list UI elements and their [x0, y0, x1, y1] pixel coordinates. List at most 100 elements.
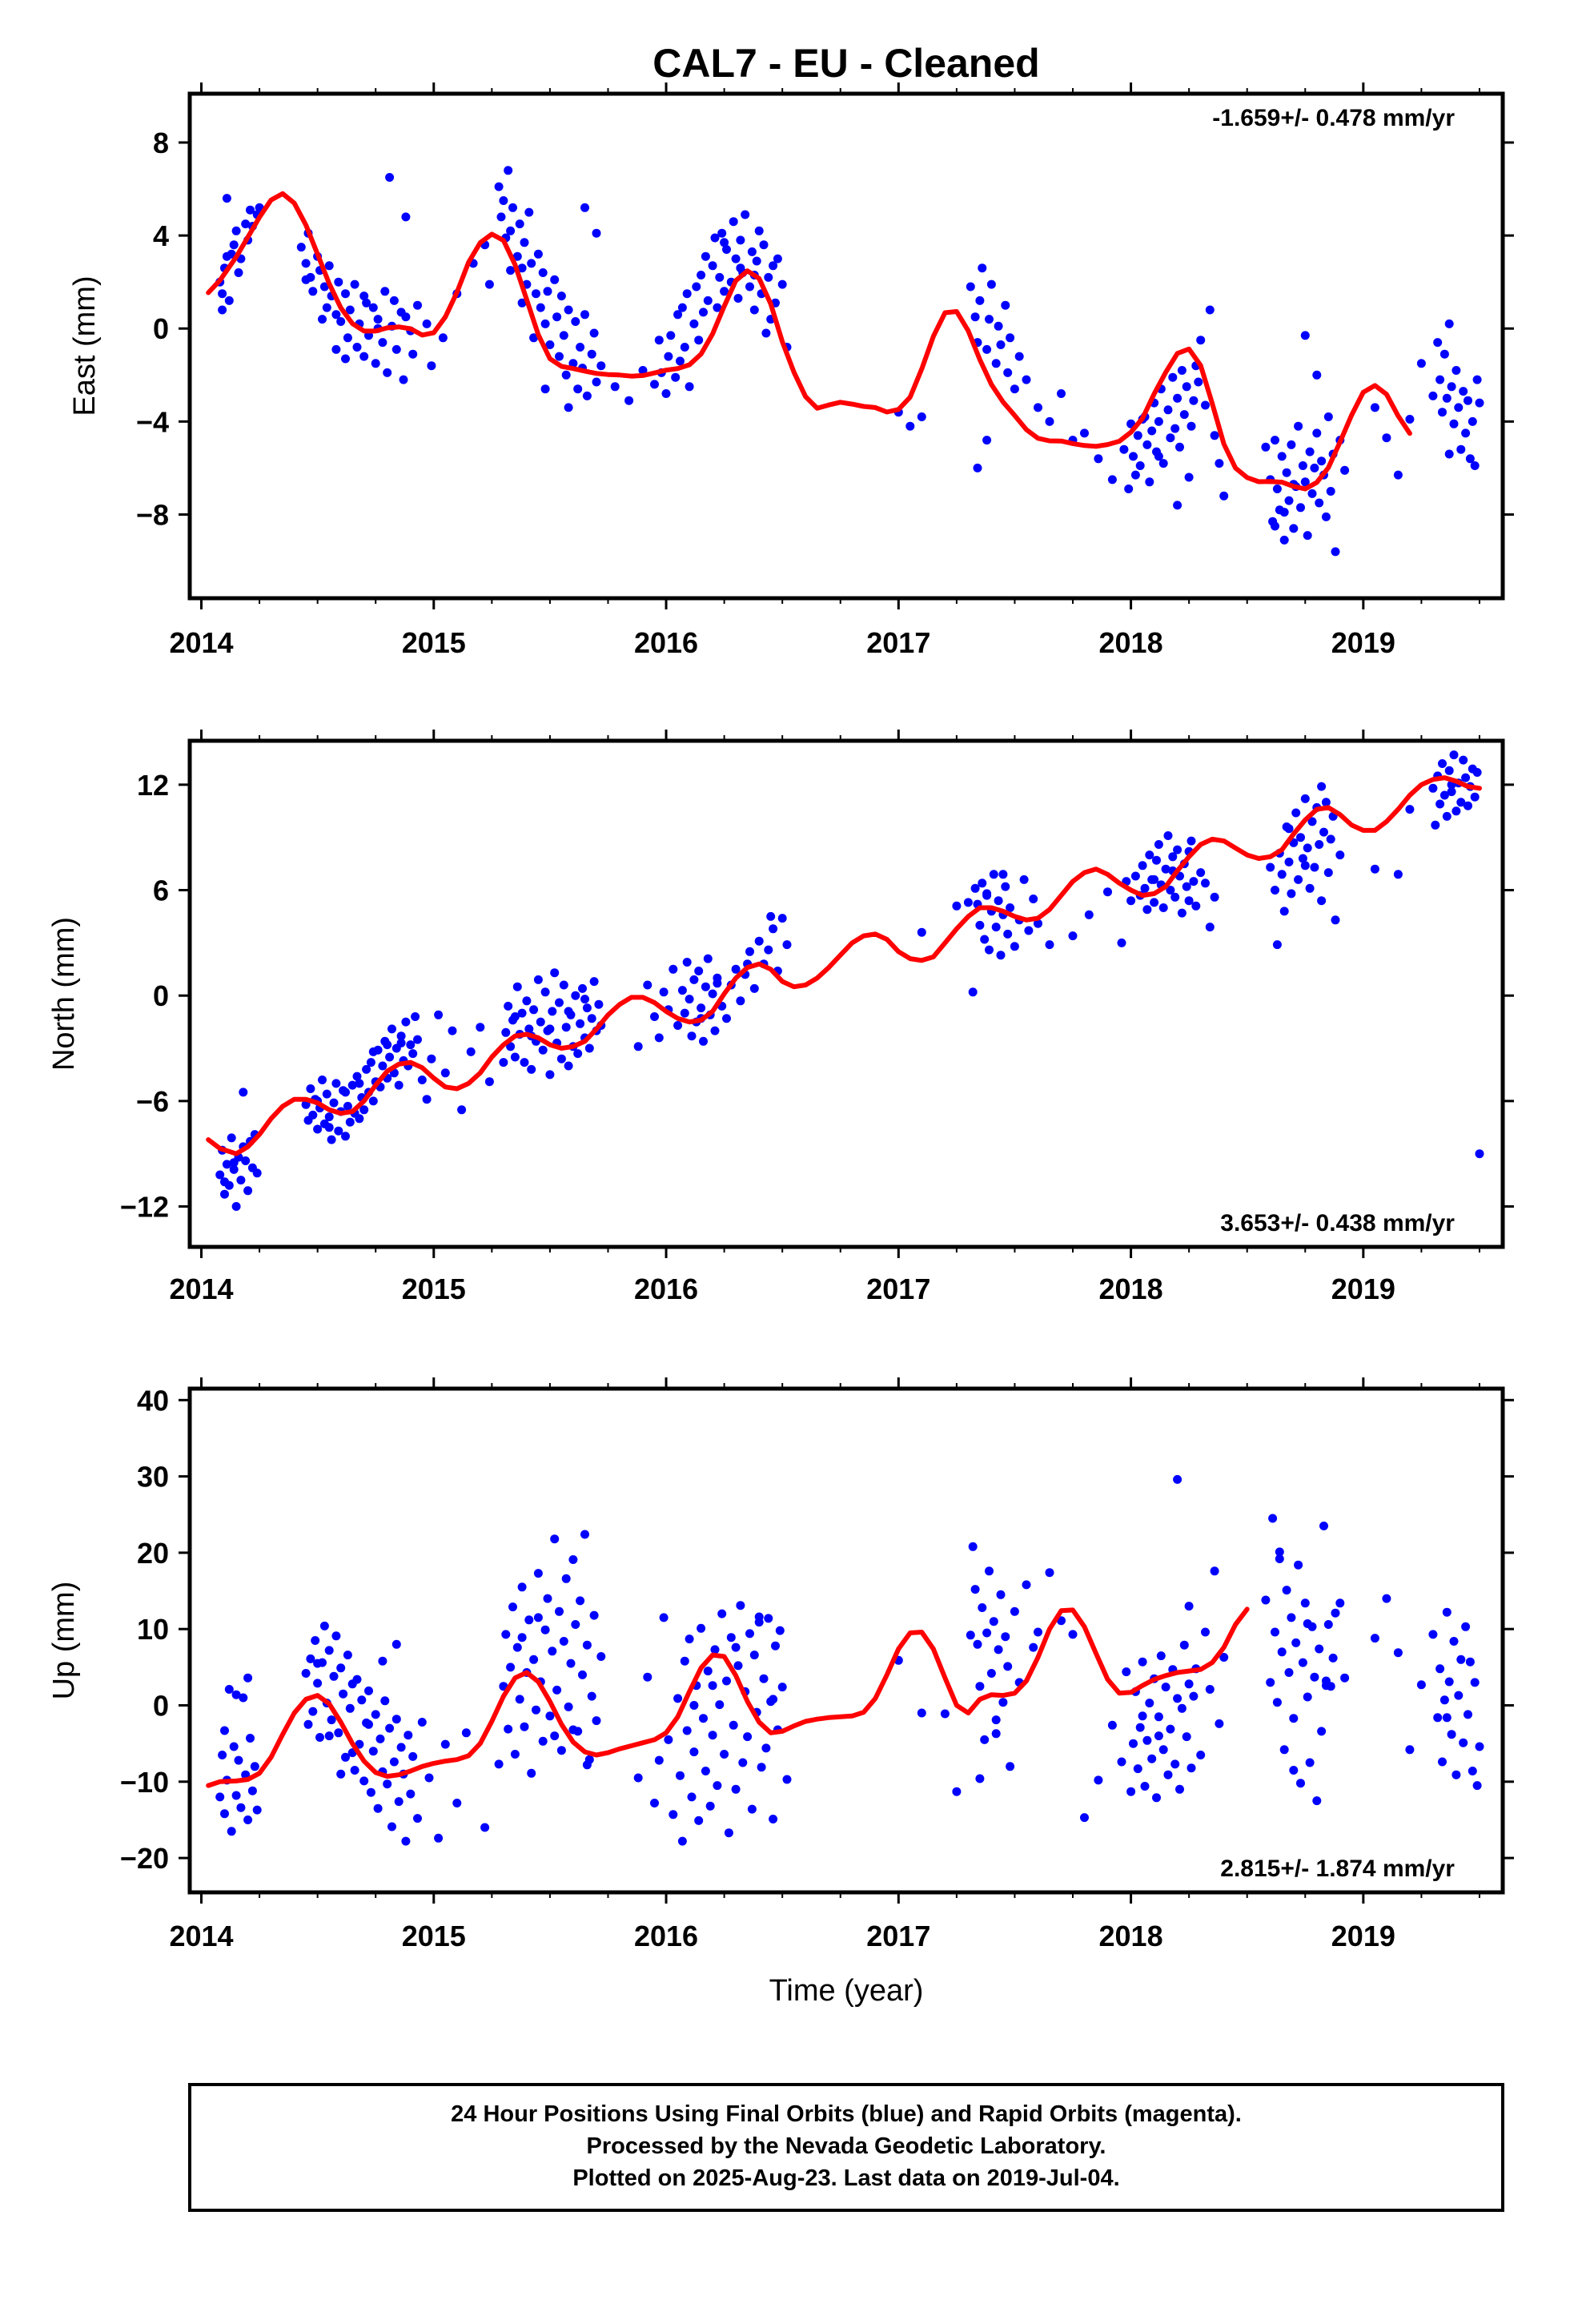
data-point [1370, 403, 1379, 412]
data-point [717, 1609, 727, 1618]
data-point [982, 436, 992, 445]
data-point [633, 1042, 643, 1051]
data-point [1189, 396, 1199, 405]
data-point [1447, 787, 1456, 797]
data-point [506, 1663, 516, 1672]
data-point [1163, 831, 1173, 840]
data-point [1010, 942, 1019, 951]
data-point [650, 1799, 659, 1807]
model-fit-line [206, 191, 1412, 492]
data-point [1158, 903, 1168, 912]
data-point [524, 1024, 534, 1034]
y-tick-label: 0 [153, 1690, 169, 1723]
data-point [1261, 442, 1271, 452]
data-point [422, 319, 432, 328]
data-point [1029, 1642, 1038, 1652]
data-point [389, 296, 399, 305]
y-tick-label: −10 [120, 1766, 169, 1799]
data-point [510, 1052, 520, 1062]
data-point [701, 982, 710, 991]
data-point [345, 305, 355, 315]
data-point [985, 945, 994, 955]
data-point [319, 1621, 329, 1630]
data-point [389, 1757, 399, 1767]
data-point [759, 240, 769, 250]
data-point [980, 935, 990, 944]
data-point [1182, 882, 1191, 891]
data-point [989, 1617, 998, 1626]
data-point [545, 1070, 555, 1080]
data-point [319, 282, 329, 292]
data-point [1271, 436, 1279, 445]
data-point [352, 1072, 362, 1081]
data-point [564, 1702, 573, 1711]
data-point [1312, 370, 1322, 380]
data-point [1279, 1745, 1289, 1755]
data-point [239, 1693, 248, 1703]
footer-line-3: Plotted on 2025-Aug-23. Last data on 201… [572, 2165, 1119, 2191]
data-point [327, 1135, 336, 1144]
data-point [694, 1815, 704, 1825]
data-point [438, 333, 448, 343]
data-point [510, 1750, 520, 1759]
data-point [633, 1773, 643, 1783]
data-point [975, 1774, 985, 1783]
data-point [396, 1743, 406, 1752]
footer-box [188, 2083, 1504, 2212]
data-point [1275, 1547, 1284, 1557]
data-point [733, 1661, 743, 1671]
data-point [1138, 1657, 1147, 1667]
data-point [566, 1659, 576, 1668]
data-point [334, 1728, 343, 1738]
data-point [1277, 452, 1287, 461]
data-points [215, 166, 1484, 557]
data-point [764, 945, 773, 955]
x-tick-label: 2017 [866, 626, 930, 659]
data-point [222, 194, 231, 203]
data-point [494, 182, 504, 191]
data-point [720, 1750, 729, 1759]
data-point [1001, 1632, 1010, 1642]
data-point [1294, 421, 1303, 431]
y-tick-label: 0 [153, 979, 169, 1012]
data-point [512, 1642, 522, 1652]
data-point [331, 1079, 341, 1088]
data-point [996, 1590, 1006, 1599]
data-point [246, 1734, 255, 1743]
data-point [708, 1681, 717, 1691]
data-point [1177, 908, 1186, 918]
data-point [1300, 331, 1310, 340]
y-tick-label: −8 [136, 498, 169, 531]
data-point [1152, 1793, 1161, 1803]
data-point [659, 1613, 669, 1622]
data-point [559, 1637, 568, 1646]
data-point [1154, 416, 1163, 426]
data-point [736, 1601, 745, 1610]
data-point [697, 1003, 706, 1013]
data-point [1191, 901, 1201, 911]
data-point [710, 1645, 720, 1655]
data-point [1177, 1703, 1186, 1713]
y-tick-label: 12 [137, 769, 169, 802]
data-point [722, 1014, 731, 1023]
data-point [1010, 384, 1019, 394]
data-point [540, 384, 550, 394]
x-tick-label: 2017 [866, 1920, 930, 1952]
data-point [355, 1079, 364, 1088]
data-point [1145, 1699, 1154, 1708]
data-point [1284, 824, 1294, 834]
data-point [315, 1733, 324, 1742]
data-point [978, 1603, 987, 1612]
data-point [694, 336, 704, 345]
data-point [1080, 428, 1089, 438]
data-point [1321, 512, 1331, 521]
data-point [336, 1769, 346, 1779]
data-point [508, 1602, 517, 1612]
data-point [1001, 882, 1010, 891]
data-point [1456, 444, 1466, 454]
data-point [917, 1708, 926, 1718]
data-point [777, 914, 787, 923]
data-point [559, 331, 568, 340]
data-point [710, 1026, 720, 1035]
x-tick-label: 2018 [1099, 626, 1163, 659]
